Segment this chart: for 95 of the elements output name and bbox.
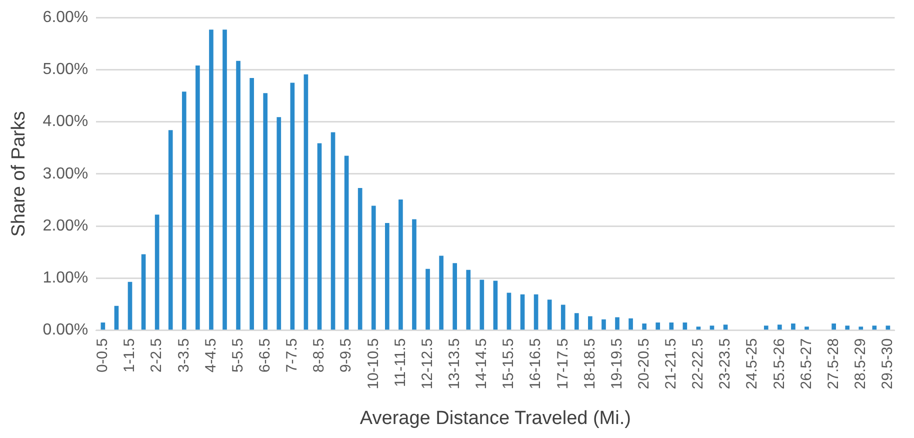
bar [290,82,295,330]
y-tick-label: 2.00% [42,217,88,234]
bar [778,324,782,330]
y-tick-label: 0.00% [42,322,88,339]
bar [872,326,877,330]
x-tick-label: 24.5-25 [744,338,761,390]
bar [196,66,200,330]
bar [276,117,282,330]
bar [168,130,173,330]
bar [588,316,592,330]
bar [656,322,660,330]
bar [263,93,268,330]
x-tick-label: 15-15.5 [500,338,518,390]
x-tick-label: 4-4.5 [202,338,220,373]
bar [493,280,498,330]
x-tick-label: 20-20.5 [635,338,652,390]
bar [832,324,836,330]
x-tick-label: 19-19.5 [608,338,626,390]
bar [682,322,688,330]
x-tick-label: 9-9.5 [338,338,355,373]
bar [520,294,525,330]
bar [696,326,701,330]
x-tick-label: 3-3.5 [175,338,192,373]
bar [304,74,308,330]
x-tick-label: 28.5-29 [852,338,870,390]
bar [330,132,336,330]
bar [385,222,390,330]
bar [804,326,809,330]
bar [642,324,646,330]
y-tick-label: 3.00% [42,165,88,182]
y-tick-label: 5.00% [42,61,88,78]
x-tick-label: 6-6.5 [256,338,274,373]
bar [439,256,444,330]
x-tick-label: 27.5-28 [824,338,842,390]
bar [236,60,240,330]
x-tick-label: 21-21.5 [662,338,680,390]
x-tick-label: 23-23.5 [716,338,734,390]
x-tick-label: 8-8.5 [310,338,328,373]
bar [791,324,796,330]
x-tick-label: 26.5-27 [798,338,815,390]
bar [250,78,254,330]
x-tick-label: 18-18.5 [581,338,598,390]
bar [209,30,214,330]
bar [452,263,458,330]
bar [154,214,160,330]
y-axis-title: Share of Parks [8,111,30,237]
bar [534,294,538,330]
bar [100,322,106,330]
x-tick-label: 25.5-26 [770,338,788,390]
bar [128,282,132,330]
x-tick-label: 10-10.5 [364,338,382,390]
bar [560,304,566,330]
bar [886,326,890,330]
bar [628,318,633,330]
bar [845,326,850,330]
x-tick-label: 11-11.5 [392,338,409,387]
x-tick-label: 0-0.5 [94,338,112,373]
y-tick-label: 4.00% [42,113,88,130]
bar [669,322,674,330]
x-tick-label: 13-13.5 [446,338,463,390]
x-tick-label: 16-16.5 [527,338,544,390]
x-axis-title: Average Distance Traveled (Mi.) [360,408,631,429]
bar [858,326,864,330]
x-tick-label: 12-12.5 [418,338,436,390]
bar [710,326,714,330]
bar [412,219,416,330]
bar [344,156,349,330]
bar [480,280,484,330]
bar [602,319,606,330]
x-tick-label: 1-1.5 [121,338,138,373]
bar [371,206,376,330]
bar [723,324,728,330]
bar [141,254,146,330]
bar [506,292,512,330]
x-tick-label: 2-2.5 [148,338,166,373]
x-tick-label: 14-14.5 [473,338,490,390]
x-tick-label: 22-22.5 [690,338,707,390]
bar [466,270,471,330]
x-tick-label: 5-5.5 [229,338,246,373]
y-tick-label: 6.00% [42,9,88,26]
y-tick-label: 1.00% [42,270,88,287]
bar [182,92,186,330]
bar [222,30,227,330]
bar [358,188,362,330]
bar [114,306,119,330]
bar [764,326,768,330]
bar [317,143,322,330]
bar [574,313,579,330]
bar [615,317,620,330]
x-tick-label: 29.5-30 [879,338,896,390]
bar [547,300,552,330]
bar [426,268,430,330]
x-tick-label: 17-17.5 [554,338,572,390]
x-tick-label: 7-7.5 [284,338,301,373]
bar [398,200,403,330]
